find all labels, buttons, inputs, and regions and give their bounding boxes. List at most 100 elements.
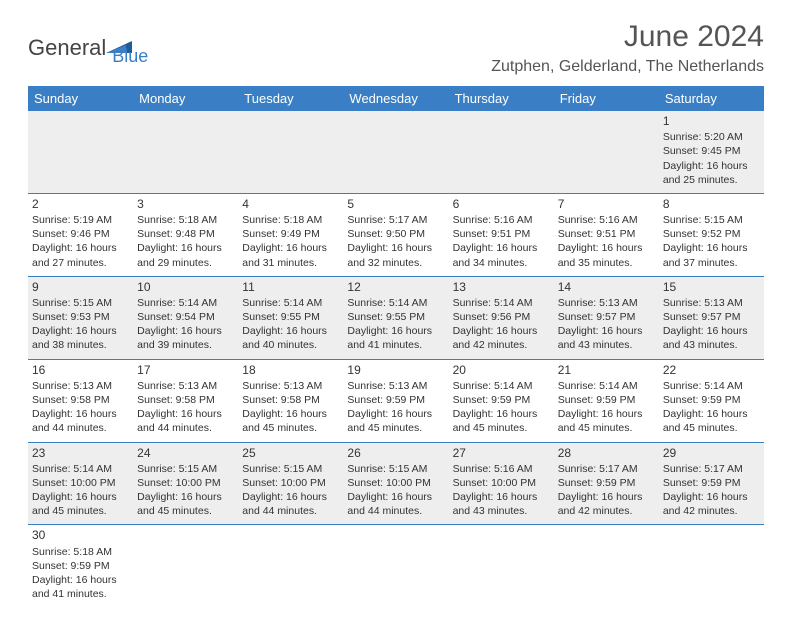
- day-info-line: and 45 minutes.: [558, 421, 655, 435]
- day-info-line: Sunset: 9:45 PM: [663, 144, 760, 158]
- day-info-line: and 29 minutes.: [137, 256, 234, 270]
- header: General Blue June 2024 Zutphen, Gelderla…: [28, 20, 764, 76]
- day-info-line: and 37 minutes.: [663, 256, 760, 270]
- day-info-line: Sunset: 9:57 PM: [558, 310, 655, 324]
- day-info-line: Sunset: 9:59 PM: [32, 559, 129, 573]
- calendar-week: 30 Sunrise: 5:18 AMSunset: 9:59 PMDayligh…: [28, 525, 764, 607]
- calendar-day: 26Sunrise: 5:15 AMSunset: 10:00 PMDaylig…: [343, 442, 448, 525]
- calendar-empty: [133, 525, 238, 607]
- day-info-line: Daylight: 16 hours: [663, 490, 760, 504]
- day-info-line: and 45 minutes.: [32, 504, 129, 518]
- calendar-day: 20Sunrise: 5:14 AMSunset: 9:59 PMDayligh…: [449, 359, 554, 442]
- day-info-line: Sunset: 9:46 PM: [32, 227, 129, 241]
- day-number: 14: [558, 279, 655, 295]
- calendar-day: 8Sunrise: 5:15 AMSunset: 9:52 PMDaylight…: [659, 193, 764, 276]
- day-info-line: Daylight: 16 hours: [558, 490, 655, 504]
- calendar-table: SundayMondayTuesdayWednesdayThursdayFrid…: [28, 86, 764, 607]
- day-info-line: Sunrise: 5:16 AM: [453, 213, 550, 227]
- weekday-header: Friday: [554, 86, 659, 111]
- day-info-line: Daylight: 16 hours: [32, 573, 129, 587]
- calendar-body: 1Sunrise: 5:20 AMSunset: 9:45 PMDaylight…: [28, 111, 764, 607]
- calendar-page: General Blue June 2024 Zutphen, Gelderla…: [0, 0, 792, 627]
- calendar-week: 23Sunrise: 5:14 AMSunset: 10:00 PMDaylig…: [28, 442, 764, 525]
- day-info-line: Sunset: 9:58 PM: [137, 393, 234, 407]
- day-number: 13: [453, 279, 550, 295]
- calendar-week: 9Sunrise: 5:15 AMSunset: 9:53 PMDaylight…: [28, 276, 764, 359]
- day-info-line: Daylight: 16 hours: [137, 490, 234, 504]
- day-info-line: Sunrise: 5:14 AM: [453, 379, 550, 393]
- day-info-line: Sunrise: 5:20 AM: [663, 130, 760, 144]
- day-number: 23: [32, 445, 129, 461]
- day-info-line: Sunrise: 5:18 AM: [32, 545, 129, 559]
- calendar-day: 21Sunrise: 5:14 AMSunset: 9:59 PMDayligh…: [554, 359, 659, 442]
- day-info-line: Sunset: 9:59 PM: [663, 476, 760, 490]
- day-number: 17: [137, 362, 234, 378]
- day-info-line: Daylight: 16 hours: [242, 241, 339, 255]
- location: Zutphen, Gelderland, The Netherlands: [491, 58, 764, 76]
- day-number: 2: [32, 196, 129, 212]
- day-info-line: Sunset: 9:51 PM: [453, 227, 550, 241]
- day-info-line: Daylight: 16 hours: [347, 241, 444, 255]
- calendar-day: 28Sunrise: 5:17 AMSunset: 9:59 PMDayligh…: [554, 442, 659, 525]
- day-info-line: Sunrise: 5:19 AM: [32, 213, 129, 227]
- day-info-line: Sunrise: 5:13 AM: [558, 296, 655, 310]
- calendar-day: 16Sunrise: 5:13 AMSunset: 9:58 PMDayligh…: [28, 359, 133, 442]
- day-info-line: Sunrise: 5:14 AM: [663, 379, 760, 393]
- calendar-empty: [238, 525, 343, 607]
- day-info-line: and 45 minutes.: [453, 421, 550, 435]
- day-info-line: Sunset: 9:48 PM: [137, 227, 234, 241]
- day-info-line: and 45 minutes.: [137, 504, 234, 518]
- calendar-day: 11Sunrise: 5:14 AMSunset: 9:55 PMDayligh…: [238, 276, 343, 359]
- day-info-line: Daylight: 16 hours: [32, 241, 129, 255]
- calendar-empty: [343, 111, 448, 193]
- calendar-day: 22Sunrise: 5:14 AMSunset: 9:59 PMDayligh…: [659, 359, 764, 442]
- day-number: 21: [558, 362, 655, 378]
- day-info-line: Daylight: 16 hours: [663, 241, 760, 255]
- day-number: 5: [347, 196, 444, 212]
- day-info-line: and 40 minutes.: [242, 338, 339, 352]
- day-info-line: Daylight: 16 hours: [347, 324, 444, 338]
- day-info-line: Daylight: 16 hours: [347, 407, 444, 421]
- day-info-line: Daylight: 16 hours: [242, 407, 339, 421]
- calendar-day: 19Sunrise: 5:13 AMSunset: 9:59 PMDayligh…: [343, 359, 448, 442]
- calendar-day: 4Sunrise: 5:18 AMSunset: 9:49 PMDaylight…: [238, 193, 343, 276]
- day-info-line: Sunset: 9:59 PM: [558, 393, 655, 407]
- day-info-line: Sunset: 9:58 PM: [32, 393, 129, 407]
- day-number: 28: [558, 445, 655, 461]
- day-info-line: Sunset: 9:58 PM: [242, 393, 339, 407]
- day-info-line: and 34 minutes.: [453, 256, 550, 270]
- calendar-day: 1Sunrise: 5:20 AMSunset: 9:45 PMDaylight…: [659, 111, 764, 193]
- day-info-line: Daylight: 16 hours: [663, 324, 760, 338]
- day-info-line: Sunset: 9:49 PM: [242, 227, 339, 241]
- day-info-line: and 39 minutes.: [137, 338, 234, 352]
- calendar-day: 6Sunrise: 5:16 AMSunset: 9:51 PMDaylight…: [449, 193, 554, 276]
- day-info-line: Daylight: 16 hours: [558, 324, 655, 338]
- calendar-week: 1Sunrise: 5:20 AMSunset: 9:45 PMDaylight…: [28, 111, 764, 193]
- day-number: 11: [242, 279, 339, 295]
- day-info-line: and 31 minutes.: [242, 256, 339, 270]
- day-info-line: Sunrise: 5:17 AM: [558, 462, 655, 476]
- day-number: 20: [453, 362, 550, 378]
- calendar-day: 12Sunrise: 5:14 AMSunset: 9:55 PMDayligh…: [343, 276, 448, 359]
- day-info-line: Daylight: 16 hours: [242, 490, 339, 504]
- day-info-line: Sunset: 9:59 PM: [347, 393, 444, 407]
- calendar-day: 18Sunrise: 5:13 AMSunset: 9:58 PMDayligh…: [238, 359, 343, 442]
- calendar-week: 16Sunrise: 5:13 AMSunset: 9:58 PMDayligh…: [28, 359, 764, 442]
- day-info-line: Sunrise: 5:15 AM: [347, 462, 444, 476]
- day-number: 24: [137, 445, 234, 461]
- day-info-line: Sunrise: 5:15 AM: [242, 462, 339, 476]
- day-info-line: Sunrise: 5:17 AM: [347, 213, 444, 227]
- logo-text-blue: Blue: [112, 46, 148, 67]
- day-info-line: and 38 minutes.: [32, 338, 129, 352]
- day-info-line: and 45 minutes.: [347, 421, 444, 435]
- day-info-line: Sunrise: 5:14 AM: [137, 296, 234, 310]
- calendar-empty: [449, 525, 554, 607]
- day-info-line: Sunset: 10:00 PM: [32, 476, 129, 490]
- day-info-line: and 41 minutes.: [32, 587, 129, 601]
- day-number: 30: [32, 527, 129, 543]
- day-info-line: and 42 minutes.: [663, 504, 760, 518]
- day-info-line: Sunrise: 5:18 AM: [242, 213, 339, 227]
- calendar-empty: [133, 111, 238, 193]
- day-info-line: Sunset: 9:54 PM: [137, 310, 234, 324]
- day-info-line: Sunset: 9:53 PM: [32, 310, 129, 324]
